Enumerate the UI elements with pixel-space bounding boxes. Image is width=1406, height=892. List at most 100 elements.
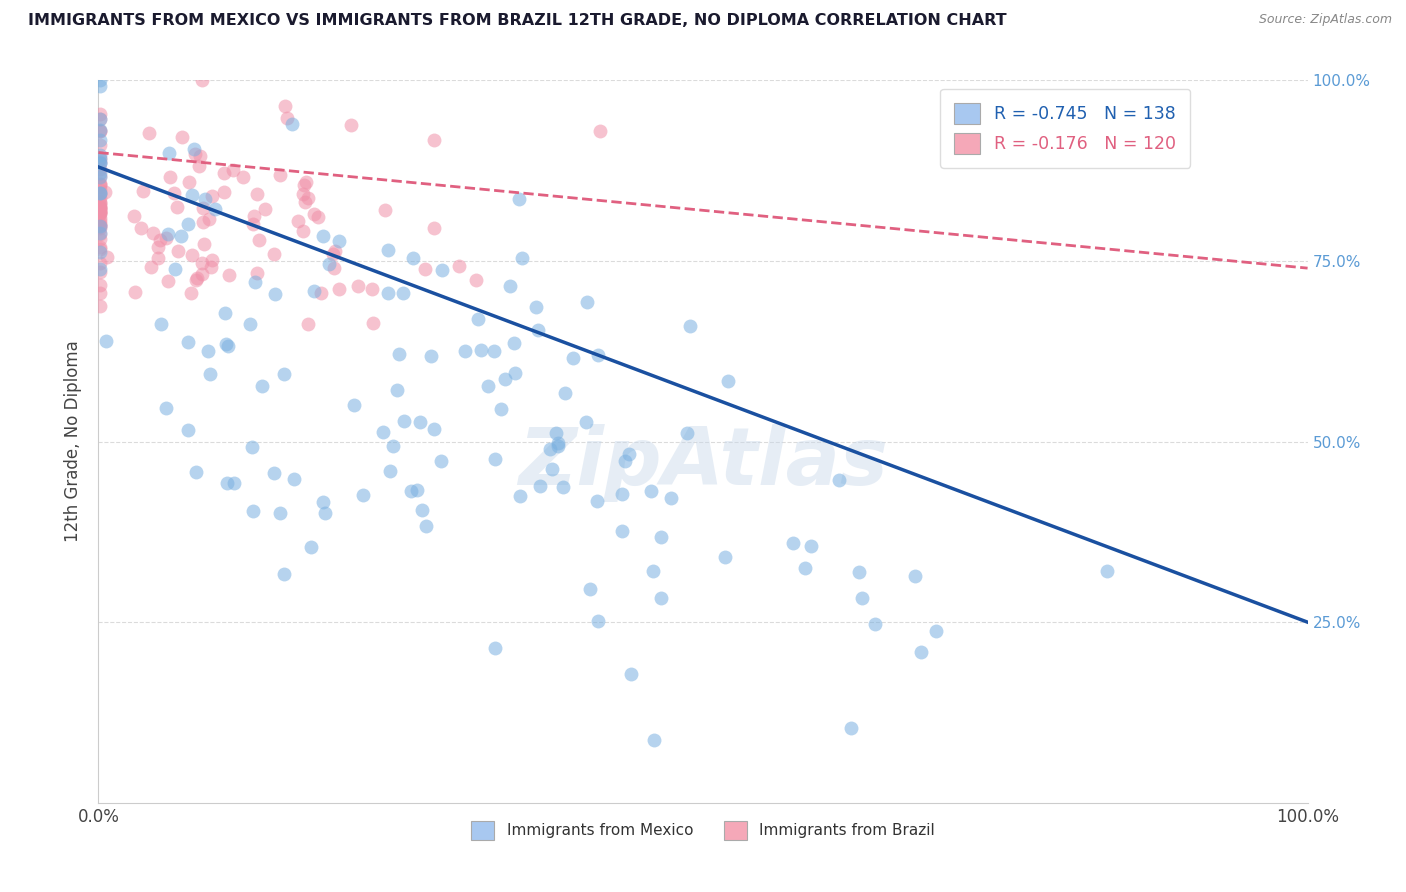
Point (828, 473, 851, 487)
Point (589, 124, 612, 138)
Point (239, 317, 262, 331)
Point (214, 306, 236, 320)
Point (89, 191, 111, 205)
Point (89, 161, 111, 176)
Point (385, 383, 408, 397)
Point (484, 452, 506, 467)
Point (643, 732, 665, 747)
Point (89, 194, 111, 209)
Point (204, 202, 226, 217)
Point (198, 368, 221, 382)
Point (297, 317, 319, 331)
Point (904, 569, 927, 583)
Point (713, 549, 735, 564)
Point (273, 566, 295, 581)
Point (307, 211, 329, 225)
Point (851, 591, 873, 606)
Point (263, 287, 285, 301)
Point (89, 156, 111, 170)
Text: IMMIGRANTS FROM MEXICO VS IMMIGRANTS FROM BRAZIL 12TH GRADE, NO DIPLOMA CORRELAT: IMMIGRANTS FROM MEXICO VS IMMIGRANTS FRO… (28, 13, 1007, 29)
Point (540, 462, 562, 476)
Point (89, 277, 111, 292)
Point (717, 374, 740, 388)
Point (575, 415, 598, 429)
Point (423, 221, 446, 235)
Point (139, 260, 162, 275)
Point (222, 163, 245, 178)
Point (377, 243, 399, 257)
Point (247, 234, 270, 248)
Point (242, 217, 264, 231)
Point (547, 439, 569, 453)
Point (132, 185, 155, 199)
Point (269, 506, 291, 520)
Point (380, 464, 402, 478)
Point (620, 667, 643, 681)
Point (575, 295, 598, 310)
Point (124, 209, 146, 223)
Point (94, 185, 117, 199)
Point (193, 201, 215, 215)
Point (613, 454, 636, 468)
Point (273, 367, 295, 381)
Point (361, 316, 384, 330)
Point (863, 617, 886, 632)
Point (848, 565, 870, 579)
Point (243, 275, 266, 289)
Point (89, 79, 111, 94)
Point (190, 149, 212, 163)
Point (494, 372, 516, 386)
Point (89, 219, 111, 233)
Point (526, 323, 548, 337)
Point (292, 224, 315, 238)
Point (89, 202, 111, 216)
Point (89, 107, 111, 121)
Point (184, 147, 207, 161)
Point (508, 192, 530, 206)
Point (392, 414, 415, 428)
Point (89, 256, 111, 270)
Point (509, 489, 531, 503)
Point (190, 267, 212, 281)
Point (89, 186, 111, 200)
Point (89, 133, 111, 147)
Point (551, 480, 574, 494)
Point (89, 147, 111, 161)
Point (129, 220, 152, 235)
Point (650, 530, 672, 544)
Point (89, 285, 111, 300)
Point (197, 343, 219, 358)
Point (510, 252, 533, 266)
Point (415, 519, 437, 533)
Point (676, 426, 699, 441)
Point (89, 232, 111, 246)
Point (547, 435, 569, 450)
Point (263, 247, 285, 261)
Point (177, 218, 200, 232)
Point (910, 645, 932, 659)
Point (89, 195, 111, 210)
Point (546, 425, 568, 440)
Point (554, 385, 576, 400)
Point (89, 156, 111, 170)
Point (322, 247, 344, 261)
Point (181, 187, 204, 202)
Point (89, 211, 111, 226)
Point (170, 229, 193, 244)
Point (89, 261, 111, 276)
Point (194, 192, 217, 206)
Point (292, 187, 315, 202)
Point (186, 271, 208, 285)
Point (325, 244, 347, 258)
Point (177, 335, 200, 350)
Point (240, 440, 263, 454)
Point (89, 124, 111, 138)
Point (157, 274, 180, 288)
Point (89, 198, 111, 212)
Point (89, 227, 111, 241)
Point (200, 260, 222, 274)
Point (180, 286, 202, 301)
Point (96, 250, 118, 264)
Point (89, 227, 111, 242)
Point (163, 262, 186, 277)
